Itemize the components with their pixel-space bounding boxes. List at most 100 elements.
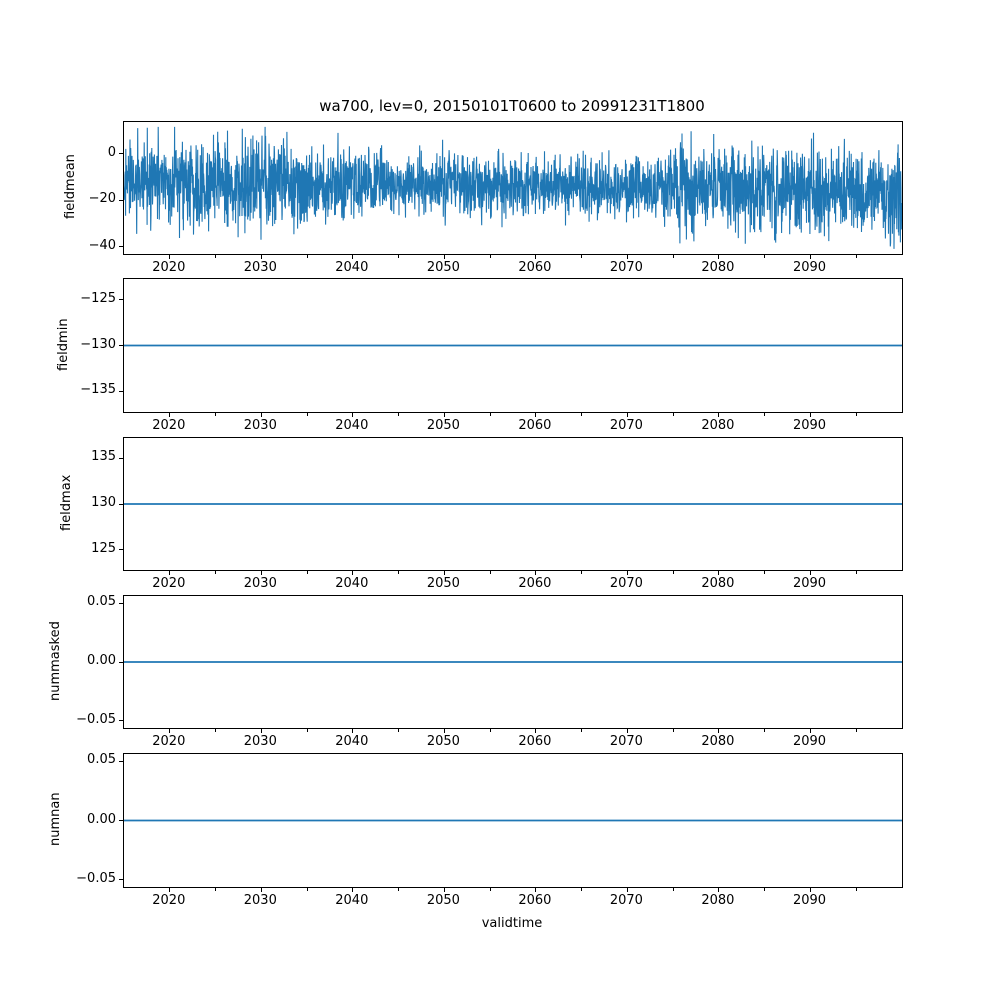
x-tick-label: 2020 (152, 418, 186, 433)
x-minor-tick-mark (489, 255, 491, 258)
x-minor-tick-mark (489, 571, 491, 574)
x-major-tick-mark (443, 571, 445, 575)
x-major-tick-mark (443, 413, 445, 417)
subplot-fieldmax (119, 437, 903, 575)
x-major-tick-mark (535, 888, 537, 892)
y-tick-label: −0.05 (76, 871, 116, 886)
x-tick-label: 2060 (518, 734, 552, 749)
x-minor-tick-mark (489, 413, 491, 416)
x-tick-label: 2050 (426, 734, 460, 749)
x-minor-tick-mark (398, 888, 400, 891)
x-tick-label: 2080 (701, 576, 735, 591)
y-tick-mark (119, 720, 123, 722)
x-major-tick-mark (169, 729, 171, 733)
x-major-tick-mark (626, 888, 628, 892)
x-major-tick-mark (352, 888, 354, 892)
subplot-fieldmin (119, 278, 903, 417)
x-tick-label: 2090 (792, 576, 827, 591)
x-tick-label: 2040 (335, 418, 369, 433)
y-tick-mark (119, 760, 123, 762)
x-minor-tick-mark (764, 571, 766, 574)
x-minor-tick-mark (581, 571, 583, 574)
x-tick-label: 2020 (152, 260, 186, 275)
x-tick-label: 2050 (426, 418, 460, 433)
x-tick-label: 2080 (701, 734, 735, 749)
x-minor-tick-mark (398, 255, 400, 258)
y-tick-label: 130 (91, 495, 116, 510)
x-minor-tick-mark (581, 888, 583, 891)
x-major-tick-mark (626, 729, 628, 733)
x-tick-label: 2080 (701, 418, 735, 433)
x-tick-label: 2080 (701, 260, 735, 275)
x-major-tick-mark (352, 571, 354, 575)
x-major-tick-mark (260, 729, 262, 733)
x-minor-tick-mark (764, 888, 766, 891)
y-tick-mark (119, 820, 123, 821)
x-tick-label: 2040 (335, 734, 369, 749)
x-major-tick-mark (535, 255, 537, 259)
x-tick-label: 2050 (426, 260, 460, 275)
y-axis-label-numnan: numnan (48, 792, 63, 847)
x-axis-label: validtime (481, 916, 543, 931)
x-tick-label: 2060 (518, 260, 552, 275)
x-minor-tick-mark (672, 729, 674, 732)
y-tick-mark (119, 299, 123, 301)
x-minor-tick-mark (215, 255, 216, 258)
line-series-nummasked (124, 661, 902, 663)
x-minor-tick-mark (672, 571, 674, 574)
subplot-nummasked (119, 595, 903, 733)
x-tick-label: 2070 (609, 260, 643, 275)
y-axis-label-nummasked: nummasked (48, 621, 63, 701)
line-series-fieldmean (124, 126, 902, 249)
x-minor-tick-mark (215, 888, 216, 891)
x-major-tick-mark (169, 413, 171, 417)
x-major-tick-mark (626, 413, 628, 417)
x-major-tick-mark (443, 255, 445, 259)
x-tick-label: 2020 (152, 576, 186, 591)
y-tick-label: −20 (88, 191, 116, 206)
y-tick-label: 0 (107, 145, 116, 160)
x-major-tick-mark (352, 413, 354, 417)
y-tick-mark (119, 199, 123, 201)
x-tick-label: 2060 (518, 893, 552, 908)
y-tick-label: 0.05 (87, 752, 116, 767)
x-major-tick-mark (260, 888, 262, 892)
x-minor-tick-mark (306, 255, 308, 258)
x-minor-tick-mark (306, 729, 308, 732)
x-major-tick-mark (535, 729, 537, 733)
y-tick-label: −130 (80, 337, 116, 352)
x-minor-tick-mark (215, 729, 216, 732)
x-tick-label: 2050 (426, 576, 460, 591)
x-tick-label: 2090 (792, 893, 827, 908)
x-tick-label: 2040 (335, 893, 369, 908)
x-major-tick-mark (260, 413, 262, 417)
x-minor-tick-mark (855, 729, 857, 732)
x-tick-label: 2030 (243, 576, 277, 591)
chart-title: wa700, lev=0, 20150101T0600 to 20991231T… (319, 97, 705, 115)
x-major-tick-mark (169, 255, 171, 259)
x-minor-tick-mark (581, 729, 583, 732)
x-major-tick-mark (535, 413, 537, 417)
x-minor-tick-mark (398, 729, 400, 732)
x-major-tick-mark (810, 888, 811, 892)
x-minor-tick-mark (764, 413, 766, 416)
x-major-tick-mark (718, 729, 720, 733)
x-tick-label: 2030 (243, 734, 277, 749)
subplot-fieldmean (119, 121, 903, 259)
y-tick-mark (119, 390, 123, 392)
x-major-tick-mark (626, 255, 628, 259)
x-major-tick-mark (260, 255, 262, 259)
x-minor-tick-mark (581, 255, 583, 258)
x-minor-tick-mark (215, 571, 216, 574)
x-major-tick-mark (810, 729, 811, 733)
y-axis-label-fieldmean: fieldmean (63, 154, 78, 220)
x-major-tick-mark (443, 729, 445, 733)
x-tick-label: 2030 (243, 418, 277, 433)
x-minor-tick-mark (489, 729, 491, 732)
x-tick-label: 2070 (609, 734, 643, 749)
x-tick-label: 2070 (609, 418, 643, 433)
x-minor-tick-mark (306, 413, 308, 416)
x-tick-label: 2060 (518, 576, 552, 591)
y-tick-mark (119, 153, 123, 155)
